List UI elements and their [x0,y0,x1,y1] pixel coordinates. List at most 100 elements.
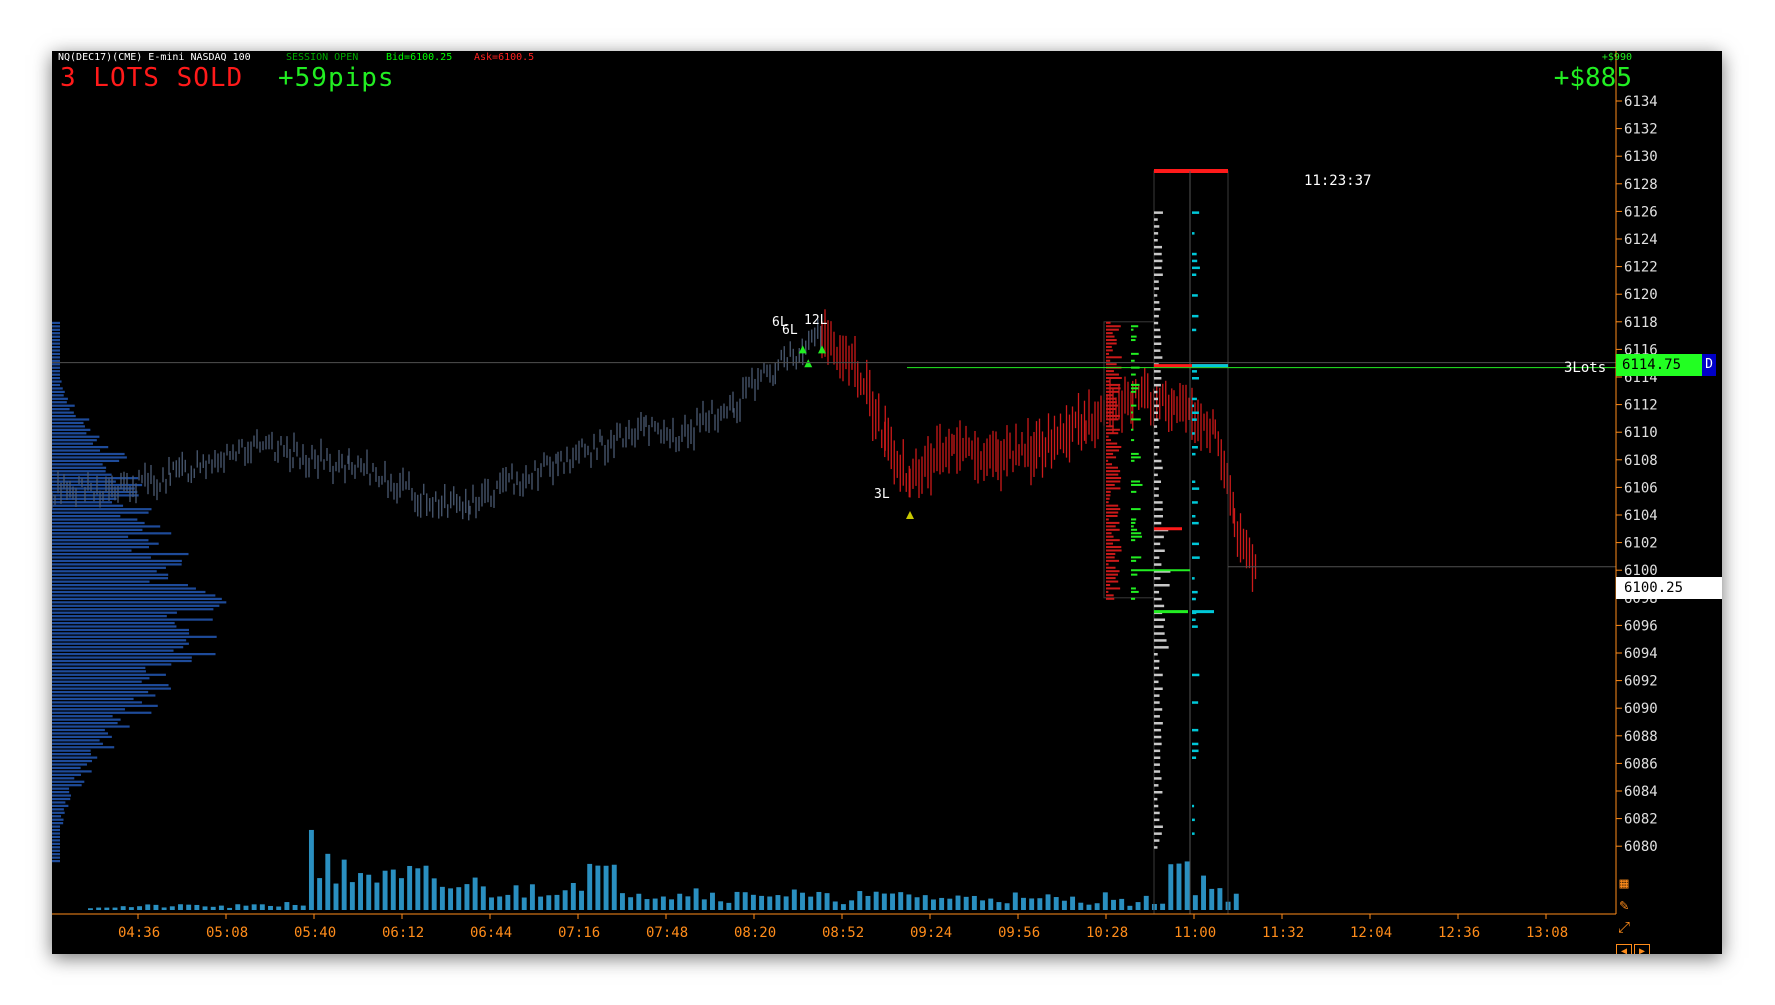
profile-row [52,387,63,390]
volume-bar [521,897,527,910]
profile-row [52,566,166,569]
footprint-buy [1131,352,1139,355]
expand-icon[interactable]: ⤢ [1617,918,1630,936]
price-axis-label: 6100 [1624,563,1658,579]
profile-row [52,525,161,528]
footprint-sell [1106,373,1119,376]
footprint-sell [1106,463,1113,466]
footprint-sell [1106,539,1120,542]
tick-profile-row [1154,321,1159,325]
footprint-sell [1106,418,1119,421]
cyan-profile-row [1192,577,1195,580]
volume-bar [767,896,773,910]
profile-row [52,435,100,438]
right-arrow-icon[interactable]: ▶ [1634,944,1650,954]
profile-row [52,635,217,638]
profile-row [52,366,60,369]
footprint-sell [1106,428,1120,431]
volume-bar [423,865,429,910]
pips-value: +59pips [278,63,395,93]
profile-row [52,797,71,801]
volume-bar [366,874,372,910]
footprint-sell [1106,370,1114,373]
tick-profile-row [1154,756,1161,759]
profile-row [52,528,143,531]
time-axis-label: 12:36 [1438,925,1480,941]
volume-bar [325,853,331,910]
volume-bar [513,885,519,910]
footprint-sell [1106,494,1111,497]
cyan-profile-row [1192,273,1197,276]
profile-row [52,332,60,335]
footprint-sell [1106,425,1114,428]
profile-row [52,811,65,814]
cyan-profile-row [1192,804,1195,808]
volume-bar [1209,888,1215,910]
profile-row [52,608,214,611]
volume-bar [579,890,584,910]
profile-row [52,853,60,856]
price-axis-label: 6118 [1624,315,1658,331]
tick-profile-row [1154,349,1161,352]
profile-row [52,466,107,469]
footprint-sell [1106,590,1109,593]
tick-profile-row [1154,232,1159,235]
profile-row [52,477,139,480]
volume-bar [1029,898,1035,910]
tick-profile-row [1154,515,1163,518]
footprint-sell [1106,363,1117,366]
trade-label: 6L [772,315,788,330]
volume-bar [562,890,568,910]
trade-status: 3 LOTS SOLD [60,63,244,93]
profile-row [52,349,60,352]
profile-row [52,794,72,797]
volume-bar [595,865,601,910]
chart-canvas[interactable]: 6134613261306128612661246122612061186116… [52,51,1722,954]
volume-bar [137,906,143,910]
volume-bar [619,893,625,910]
time-axis-label: 07:48 [646,925,688,941]
tick-profile-row [1154,218,1158,221]
tick-profile-row [1154,239,1158,242]
profile-row [52,577,169,580]
profile-row [52,335,60,338]
tick-profile-row [1154,459,1162,463]
trade-label: 6L [782,323,798,338]
footprint-sell [1106,321,1111,324]
profile-row [52,452,125,456]
cyan-profile-row [1192,618,1196,621]
tick-profile-row [1154,680,1159,684]
tick-profile-row [1154,818,1160,822]
profile-row [52,694,156,697]
profile-row [52,801,66,804]
volume-bar [268,905,273,910]
price-axis-label: 6128 [1624,177,1658,193]
profile-row [52,808,64,811]
pencil-icon[interactable]: ✎ [1619,896,1629,914]
profile-row [52,325,60,328]
profile-row [52,587,196,590]
volume-bar [824,893,830,910]
tick-profile-row [1154,804,1159,808]
tick-profile-row [1154,356,1163,359]
footprint-sell [1106,508,1121,511]
chart-window[interactable]: 6134 6132 6130 6128 6126 6124 6122 6120 6118 6116… [52,51,1722,954]
footprint-buy [1131,590,1139,593]
footprint-sell [1106,414,1120,417]
profile-row [52,735,112,738]
profile-row [52,380,62,383]
footprint-sell [1106,532,1112,535]
volume-bar [1012,892,1018,910]
tick-profile-row [1154,618,1166,621]
cyan-profile-row [1192,432,1195,435]
tick-profile-row [1154,466,1163,470]
cyan-profile-row [1192,328,1197,332]
cyan-profile-row [1192,232,1195,235]
tick-profile-row [1154,328,1161,332]
left-arrow-icon[interactable]: ◀ [1616,944,1632,954]
volume-bar [1053,897,1059,910]
profile-row [52,597,222,600]
grid-icon[interactable]: ▦ [1619,874,1629,892]
volume-bar [145,904,151,910]
time-axis-label: 13:08 [1526,925,1568,941]
